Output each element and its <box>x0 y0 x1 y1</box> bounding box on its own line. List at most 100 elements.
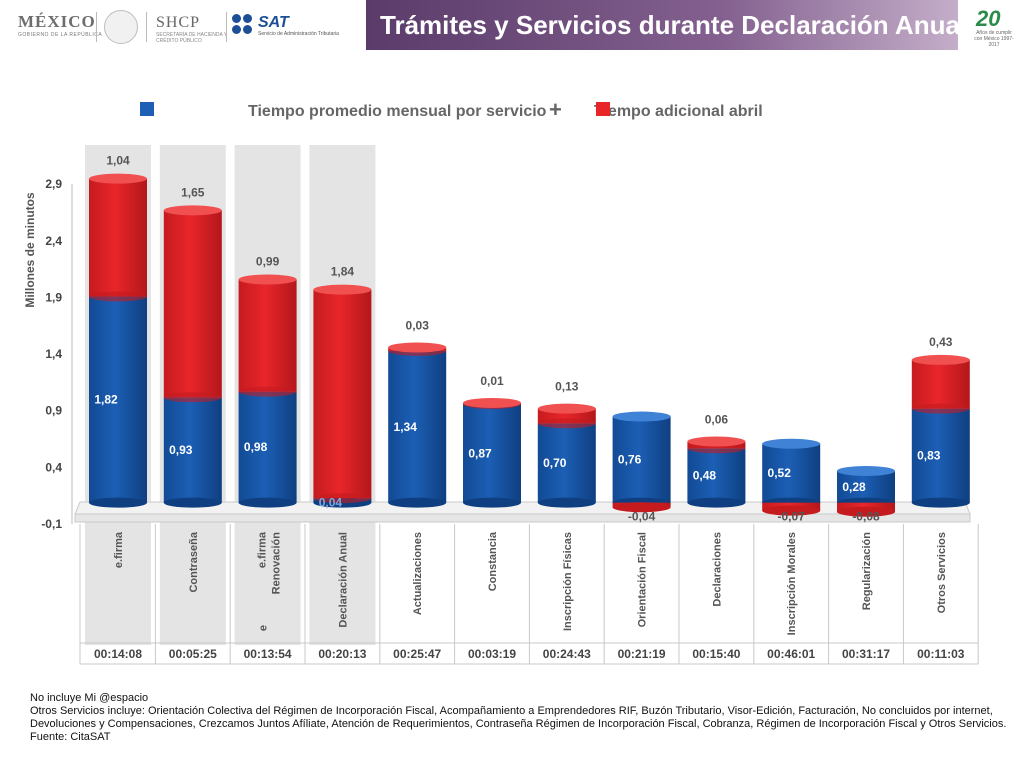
y-tick-label: 0,9 <box>45 404 62 418</box>
header-divider <box>226 12 227 42</box>
bar-blue <box>463 404 521 503</box>
y-tick-label: 2,4 <box>45 234 62 248</box>
data-label-red: 0,43 <box>929 335 953 349</box>
bar-joint <box>89 291 147 302</box>
time-label: 00:25:47 <box>393 647 441 661</box>
sat-subtitle: Servicio de Administración Tributaria <box>258 31 339 37</box>
data-label-blue: 0,76 <box>618 453 642 467</box>
bar-blue <box>163 397 222 503</box>
shcp-subtitle: SECRETARÍA DE HACIENDA Y CRÉDITO PÚBLICO <box>156 32 228 44</box>
y-tick-label: 1,9 <box>45 290 62 304</box>
header-divider <box>146 12 147 42</box>
bar-blue <box>762 443 821 503</box>
data-label-blue: 0,70 <box>543 456 567 470</box>
bar-joint <box>313 493 372 504</box>
time-label: 00:11:03 <box>917 647 965 661</box>
bar-red-top <box>687 436 746 447</box>
bar-blue-base <box>687 497 746 508</box>
bar-blue-top <box>762 438 821 449</box>
category-label: Regularización <box>861 532 873 611</box>
data-label-red: 0,06 <box>705 412 729 426</box>
bar-red-top <box>89 173 147 184</box>
bar-red-top <box>238 274 297 285</box>
bar-blue-top <box>612 411 671 422</box>
data-label-red: 0,01 <box>480 374 504 388</box>
category-label: Declaración Anual <box>337 532 349 628</box>
title-banner: Trámites y Servicios durante Declaración… <box>366 0 967 50</box>
bar-blue-base <box>911 497 970 508</box>
anniversary-number: 20 <box>976 6 1001 31</box>
bar-blue-base <box>463 497 521 508</box>
category-label: Inscripción Morales <box>786 532 798 635</box>
category-label: e.firma <box>257 531 269 568</box>
bar-red-top <box>463 397 521 408</box>
anniversary-logo: 20 Años de cumplir con México 1997-2017 <box>962 6 1020 48</box>
bar-blue <box>687 448 746 503</box>
data-label-red: 0,13 <box>555 380 579 394</box>
footnotes: No incluye Mi @espacio Otros Servicios i… <box>30 692 1010 744</box>
bar-red-top <box>388 342 447 353</box>
category-label: Renovación <box>271 532 283 595</box>
category-label: Inscripción Físicas <box>562 532 574 631</box>
page-title: Trámites y Servicios durante Declaración… <box>380 10 968 40</box>
bar-red <box>89 178 147 297</box>
data-label-red: 0,03 <box>406 318 430 332</box>
bar-blue <box>537 423 596 503</box>
header-divider <box>96 12 97 42</box>
data-label-red: -0,04 <box>628 510 656 524</box>
category-label: Constancia <box>487 531 499 591</box>
bar-blue-base <box>388 497 447 508</box>
bar-red <box>163 210 222 398</box>
sat-mark-icon <box>232 14 254 36</box>
header: MÉXICO GOBIERNO DE LA REPÚBLICA SHCP SEC… <box>0 0 1024 52</box>
data-label-red: -0,08 <box>852 510 880 524</box>
y-tick-label: 1,4 <box>45 347 62 361</box>
data-label-red: 1,84 <box>331 265 355 279</box>
data-label-blue: 0,87 <box>468 446 492 460</box>
legend-red-label: Tiempo adicional abril <box>594 103 763 120</box>
footnote-line: Fuente: CitaSAT <box>30 731 111 743</box>
national-seal-icon <box>104 10 138 44</box>
data-label-blue: 0,04 <box>319 496 343 510</box>
time-label: 00:15:40 <box>692 647 740 661</box>
data-label-blue: 0,98 <box>244 440 268 454</box>
bar-blue <box>612 416 671 503</box>
time-label: 00:24:43 <box>543 647 591 661</box>
bar-joint <box>911 403 970 414</box>
chart-floor-edge <box>74 513 971 523</box>
bar-joint <box>163 392 222 403</box>
bar-red-top <box>537 403 596 414</box>
bar-red <box>313 289 372 499</box>
time-label: 00:14:08 <box>94 647 142 661</box>
time-label: 00:46:01 <box>767 647 815 661</box>
bar-red-negative-base <box>762 505 821 516</box>
bar-blue-base <box>89 497 147 508</box>
sat-title: SAT <box>258 14 289 31</box>
bar-red <box>911 359 970 409</box>
bar-blue-base <box>537 497 596 508</box>
mexico-title: MÉXICO <box>18 12 96 31</box>
bar-blue <box>238 391 297 503</box>
time-label: 00:03:19 <box>468 647 516 661</box>
data-label-red: -0,07 <box>778 510 806 524</box>
category-label: Contraseña <box>188 531 200 592</box>
data-label-blue: 0,48 <box>693 468 717 482</box>
data-label-blue: 1,82 <box>94 393 118 407</box>
bar-blue-base <box>163 497 222 508</box>
footnote-line: No incluye Mi @espacio <box>30 692 149 704</box>
category-label: Orientación Fiscal <box>637 532 649 627</box>
bar-blue <box>837 470 895 503</box>
y-tick-label: -0,1 <box>41 517 62 531</box>
time-label: 00:31:17 <box>842 647 890 661</box>
data-label-blue: 1,34 <box>394 420 418 434</box>
mexico-logo: MÉXICO GOBIERNO DE LA REPÚBLICA <box>18 12 102 38</box>
bar-joint <box>238 386 297 397</box>
legend-blue-label: Tiempo promedio mensual por servicio <box>248 103 547 120</box>
data-label-red: 1,04 <box>106 154 130 168</box>
category-label: Otros Servicios <box>936 532 948 613</box>
y-tick-label: 0,4 <box>45 460 62 474</box>
bar-blue <box>388 350 447 503</box>
bar-red-top <box>313 284 372 295</box>
category-label: e.firma <box>113 531 125 568</box>
category-label: Declaraciones <box>711 532 723 607</box>
